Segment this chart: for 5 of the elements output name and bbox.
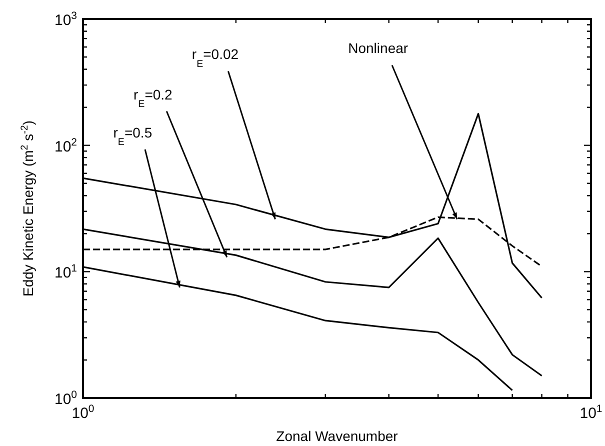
annotation: rE=0.5 — [113, 124, 152, 148]
y-axis-title: Eddy Kinetic Energy (m2 s-2) — [19, 120, 36, 296]
x-axis-title: Zonal Wavenumber — [276, 428, 398, 444]
annotation: rE=0.2 — [134, 86, 173, 110]
annotation: Nonlinear — [348, 40, 408, 56]
